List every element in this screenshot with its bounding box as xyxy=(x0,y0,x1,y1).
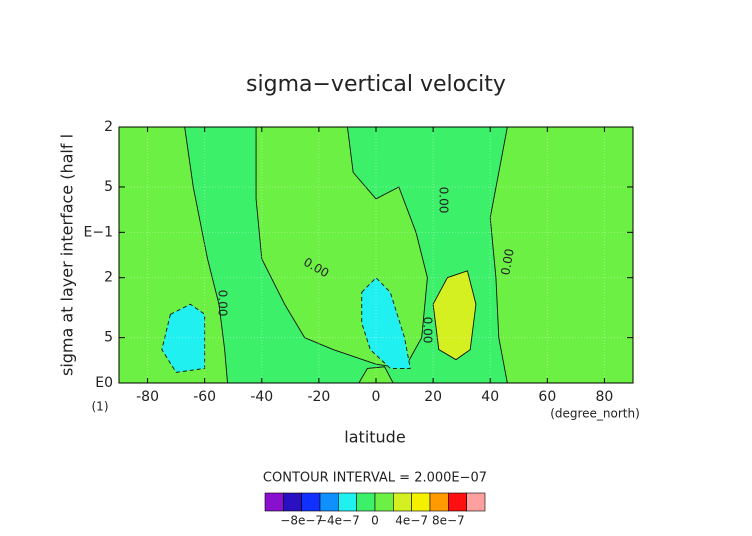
x-tick-label: 0 xyxy=(372,389,381,405)
colorbar-tick-label: 4e−7 xyxy=(395,514,428,528)
x-tick-label: -20 xyxy=(307,389,330,405)
colorbar-tick-label: −8e−7 xyxy=(280,514,323,528)
colorbar-box xyxy=(338,492,357,512)
y-tick-label: 5 xyxy=(104,330,113,346)
x-tick-label: 60 xyxy=(538,389,556,405)
y-axis-label: sigma at layer interface (half l xyxy=(58,134,77,376)
x-tick-label: -40 xyxy=(250,389,273,405)
y-axis-units: (1) xyxy=(92,400,109,414)
contour-region xyxy=(432,270,477,361)
colorbar-box xyxy=(264,492,284,512)
colorbar-box xyxy=(429,492,449,512)
contour-region xyxy=(161,303,206,373)
y-tick-label: 2 xyxy=(104,119,113,135)
colorbar-box xyxy=(356,492,376,512)
x-tick-label: 40 xyxy=(481,389,499,405)
colorbar-box xyxy=(466,492,486,512)
x-tick-label: -80 xyxy=(136,389,159,405)
colorbar-box xyxy=(319,492,339,512)
colorbar-box xyxy=(448,492,467,512)
colorbar-tick-label: 8e−7 xyxy=(432,514,465,528)
y-tick-label: 2 xyxy=(104,270,113,286)
x-tick-label: -60 xyxy=(193,389,216,405)
x-tick-label: 80 xyxy=(596,389,614,405)
chart-title: sigma−vertical velocity xyxy=(246,72,506,97)
colorbar-box xyxy=(393,492,412,512)
contour-label: 0.00 xyxy=(437,187,451,214)
x-axis-units: (degree_north) xyxy=(550,407,640,421)
contour-label: 0.00 xyxy=(498,248,516,277)
colorbar-tick-label: −4e−7 xyxy=(317,514,360,528)
y-tick-label: E0 xyxy=(95,375,113,391)
x-axis-label: latitude xyxy=(344,428,405,447)
contour-interval: CONTOUR INTERVAL = 2.000E−07 xyxy=(263,471,487,486)
plot-frame xyxy=(118,126,634,384)
y-tick-label: E−1 xyxy=(84,224,113,240)
contour-label: 0.00 xyxy=(216,290,230,317)
colorbar-box xyxy=(411,492,431,512)
x-tick-label: 20 xyxy=(424,389,442,405)
contour-label: 0.00 xyxy=(421,317,435,344)
colorbar-box xyxy=(301,492,321,512)
contour-region xyxy=(361,277,411,369)
y-tick-label: 5 xyxy=(104,179,113,195)
colorbar-box xyxy=(283,492,302,512)
colorbar-box xyxy=(374,492,394,512)
colorbar-tick-label: 0 xyxy=(371,514,379,528)
